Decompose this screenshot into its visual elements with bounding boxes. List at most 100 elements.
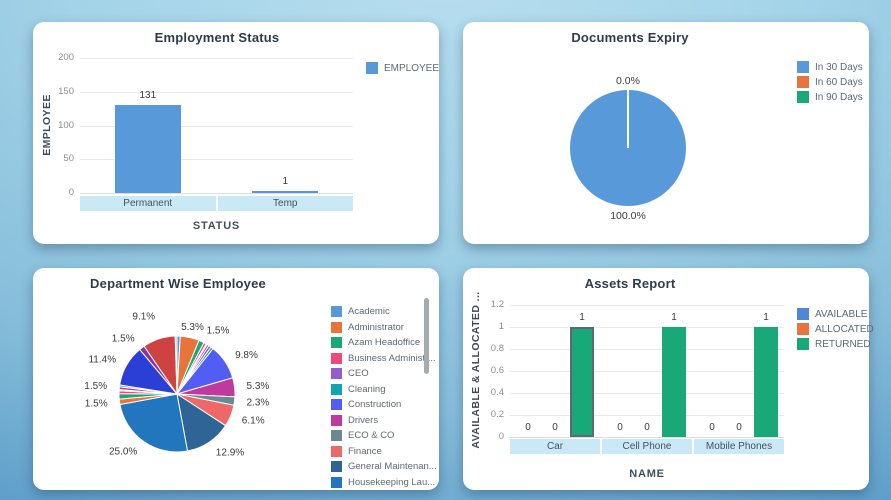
legend-item[interactable]: EMPLOYEE — [366, 62, 439, 74]
bar-value-label: 0 — [525, 422, 531, 433]
legend-label: Cleaning — [348, 383, 386, 395]
legend-item[interactable]: ECO & CO — [331, 430, 394, 441]
gridline — [80, 193, 353, 194]
legend-swatch — [797, 76, 809, 88]
legend-label: ECO & CO — [348, 430, 395, 441]
legend-label: In 30 Days — [815, 61, 863, 73]
gridline — [80, 58, 353, 59]
bar-returned[interactable] — [570, 327, 594, 437]
chart-title-department-wise-employee: Department Wise Employee — [90, 276, 266, 291]
gridline — [510, 305, 784, 306]
y-tick-label: 1.2 — [490, 299, 504, 310]
employment-status-chart: EMPLOYEE 0 50 100 150 200 Permanent 131 Temp 1 STA… — [33, 22, 439, 244]
legend-swatch — [331, 430, 342, 441]
pie-slice-label: 1.5% — [112, 333, 135, 344]
legend-item[interactable]: Cleaning — [331, 383, 386, 395]
legend-item[interactable]: Finance — [331, 445, 382, 457]
legend-label: Academic — [348, 306, 390, 317]
pie-slice-label: 2.3% — [247, 398, 270, 409]
legend-item[interactable]: Azam Headoffice — [331, 337, 420, 348]
legend-item[interactable]: In 30 Days — [797, 61, 863, 73]
legend-item[interactable]: Housekeeping Lau... — [331, 476, 435, 488]
legend-item[interactable]: Business Administr... — [331, 352, 436, 364]
legend-swatch — [331, 461, 342, 472]
department-wise-employee-chart: 5.3% 1.5% 9.8% 5.3% 2.3% 6.1% 12.9% 25.0% 1.5% 1.… — [33, 268, 439, 490]
bar-returned[interactable] — [662, 327, 686, 437]
legend-label: Construction — [348, 399, 402, 410]
legend-scrollbar[interactable] — [424, 298, 429, 374]
bar-value-label: 0 — [736, 422, 742, 433]
department-wise-employee-card: Department Wise Employee 5.3% 1.5% 9.8% 5.3… — [33, 268, 439, 490]
legend-item[interactable]: Construction — [331, 399, 401, 410]
y-tick-label: 0.4 — [490, 387, 504, 398]
bar-value-label: 1 — [579, 312, 585, 323]
legend-label: ALLOCATED — [815, 323, 874, 335]
y-tick-label: 200 — [58, 52, 74, 63]
legend-item[interactable]: In 60 Days — [797, 76, 863, 88]
bar-employee[interactable] — [252, 191, 319, 193]
legend-swatch — [797, 308, 809, 320]
legend-swatch — [331, 476, 342, 488]
gridline — [80, 159, 353, 161]
legend-item[interactable]: ALLOCATED — [797, 323, 874, 335]
bar-value-label: 0 — [644, 422, 650, 433]
legend-swatch — [331, 414, 342, 426]
pie-slice-label: 1.5% — [84, 381, 107, 392]
bar-value-label: 0 — [552, 422, 558, 433]
legend-swatch — [331, 321, 342, 333]
legend-label: Administrator — [348, 321, 404, 333]
legend-item[interactable]: Drivers — [331, 414, 378, 426]
gridline — [510, 327, 784, 328]
legend-swatch — [797, 338, 809, 350]
pie-slice-housekeeping-lau-[interactable] — [119, 393, 189, 453]
y-tick-label: 150 — [58, 85, 74, 97]
legend-item[interactable]: RETURNED — [797, 338, 871, 350]
legend-swatch — [331, 352, 342, 364]
legend-label: Finance — [348, 445, 382, 457]
pie-slice-label: 5.3% — [247, 381, 270, 392]
employment-status-card: Employment Status EMPLOYEE 0 50 100 150 200 Pe… — [33, 22, 439, 244]
gridline — [80, 91, 353, 93]
legend-item[interactable]: CEO — [331, 368, 369, 379]
assets-report-card: Assets Report AVAILABLE & ALLOCATED ... 0… — [463, 268, 874, 490]
legend-swatch — [331, 368, 342, 379]
documents-expiry-card: Documents Expiry 100.0% 0.0% In 30 Days In … — [463, 22, 869, 244]
pie-slice[interactable] — [174, 335, 178, 395]
legend-item[interactable]: Administrator — [331, 321, 404, 333]
legend-swatch — [797, 91, 809, 103]
assets-report-chart: AVAILABLE & ALLOCATED ... 0 0.2 0.4 0.6 0.8 1 1… — [463, 268, 874, 490]
bar-value-label: 0 — [709, 422, 715, 433]
documents-expiry-pie[interactable]: 100.0% 0.0% — [463, 22, 869, 244]
x-category-band: Mobile Phones — [694, 439, 784, 454]
y-tick-label: 0.6 — [490, 365, 504, 376]
bar-returned[interactable] — [754, 327, 778, 437]
legend-item[interactable]: General Maintenan... — [331, 461, 437, 472]
x-category-band: Permanent — [80, 196, 216, 211]
legend-label: General Maintenan... — [348, 461, 437, 472]
y-tick-label: 0.2 — [490, 409, 504, 420]
gridline — [510, 349, 784, 350]
bar-employee[interactable] — [114, 105, 181, 193]
gridline — [510, 371, 784, 372]
legend-label: In 60 Days — [815, 76, 863, 88]
bar-value-label: 131 — [139, 90, 157, 101]
legend-item[interactable]: AVAILABLE — [797, 308, 867, 320]
legend-label: RETURNED — [815, 338, 871, 350]
legend-label: AVAILABLE — [815, 308, 868, 320]
legend-label: EMPLOYEE — [384, 62, 440, 74]
legend-item[interactable]: In 90 Days — [797, 91, 863, 103]
x-axis-title: STATUS — [192, 220, 241, 232]
department-wise-employee-pie[interactable]: 5.3% 1.5%9.8%5.3%2.3%6.1%12.9%25.0%1.5%1.… — [33, 268, 439, 490]
legend-swatch — [797, 61, 809, 73]
legend-item[interactable]: Academic — [331, 306, 390, 317]
chart-title-employment-status: Employment Status — [154, 30, 280, 45]
legend-swatch — [331, 445, 342, 457]
bar-value-label: 1 — [763, 312, 769, 323]
documents-expiry-chart: 100.0% 0.0% In 30 Days In 60 Days In 90 Days — [463, 22, 869, 244]
x-category-band: Car — [510, 439, 600, 454]
gridline — [80, 125, 353, 127]
legend-swatch — [331, 337, 342, 348]
pie-slice-label: 12.9% — [216, 447, 244, 458]
y-tick-label: 0.8 — [490, 343, 504, 354]
pie-slice-label: 9.1% — [132, 312, 155, 323]
